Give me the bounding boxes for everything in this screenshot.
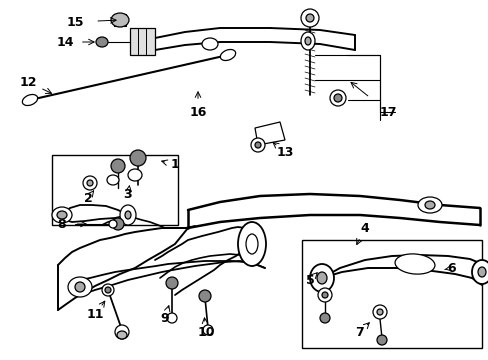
Text: 7: 7 — [355, 325, 364, 338]
Ellipse shape — [111, 159, 125, 173]
Ellipse shape — [238, 222, 265, 266]
Text: 1: 1 — [170, 158, 179, 171]
Ellipse shape — [167, 313, 177, 323]
Ellipse shape — [83, 176, 97, 190]
Ellipse shape — [165, 277, 178, 289]
Ellipse shape — [75, 282, 85, 292]
Text: 8: 8 — [58, 217, 66, 230]
Polygon shape — [130, 28, 155, 55]
Ellipse shape — [329, 90, 346, 106]
Polygon shape — [254, 122, 285, 145]
Ellipse shape — [376, 335, 386, 345]
Ellipse shape — [203, 325, 213, 335]
Ellipse shape — [202, 38, 218, 50]
Ellipse shape — [112, 218, 124, 230]
Ellipse shape — [471, 260, 488, 284]
Ellipse shape — [87, 180, 93, 186]
Text: 9: 9 — [161, 311, 169, 324]
Ellipse shape — [477, 267, 485, 277]
Ellipse shape — [245, 234, 258, 254]
Ellipse shape — [305, 14, 313, 22]
Ellipse shape — [305, 37, 310, 45]
Text: 15: 15 — [66, 15, 83, 28]
Ellipse shape — [333, 94, 341, 102]
Ellipse shape — [309, 264, 333, 292]
Text: 6: 6 — [447, 261, 455, 274]
Ellipse shape — [128, 169, 142, 181]
Ellipse shape — [372, 305, 386, 319]
Ellipse shape — [301, 9, 318, 27]
Ellipse shape — [301, 32, 314, 50]
Ellipse shape — [250, 138, 264, 152]
Text: 10: 10 — [197, 325, 214, 338]
Ellipse shape — [417, 197, 441, 213]
Ellipse shape — [317, 288, 331, 302]
Text: 13: 13 — [276, 145, 293, 158]
Ellipse shape — [111, 13, 129, 27]
Ellipse shape — [130, 150, 146, 166]
Ellipse shape — [109, 220, 117, 228]
Ellipse shape — [319, 313, 329, 323]
Ellipse shape — [199, 290, 210, 302]
Ellipse shape — [120, 205, 136, 225]
Text: 2: 2 — [83, 192, 92, 204]
Text: 14: 14 — [56, 36, 74, 49]
Bar — [302, 240, 481, 348]
Ellipse shape — [254, 142, 261, 148]
Ellipse shape — [316, 272, 326, 284]
Text: 16: 16 — [189, 105, 206, 118]
Text: 12: 12 — [19, 76, 37, 89]
Text: 17: 17 — [379, 105, 396, 118]
Ellipse shape — [68, 277, 92, 297]
Ellipse shape — [117, 331, 127, 339]
Text: 11: 11 — [86, 309, 103, 321]
Ellipse shape — [52, 207, 72, 223]
Ellipse shape — [57, 211, 67, 219]
Text: 4: 4 — [360, 221, 368, 234]
Text: 3: 3 — [123, 189, 132, 202]
Ellipse shape — [321, 292, 327, 298]
Ellipse shape — [394, 254, 434, 274]
Ellipse shape — [125, 211, 131, 219]
Ellipse shape — [96, 37, 108, 47]
Ellipse shape — [105, 287, 111, 293]
Bar — [52, 155, 178, 225]
Ellipse shape — [107, 175, 119, 185]
Ellipse shape — [102, 284, 114, 296]
Ellipse shape — [424, 201, 434, 209]
Ellipse shape — [115, 325, 129, 339]
Ellipse shape — [376, 309, 382, 315]
Ellipse shape — [22, 94, 38, 105]
Text: 5: 5 — [305, 274, 314, 287]
Ellipse shape — [220, 49, 235, 60]
